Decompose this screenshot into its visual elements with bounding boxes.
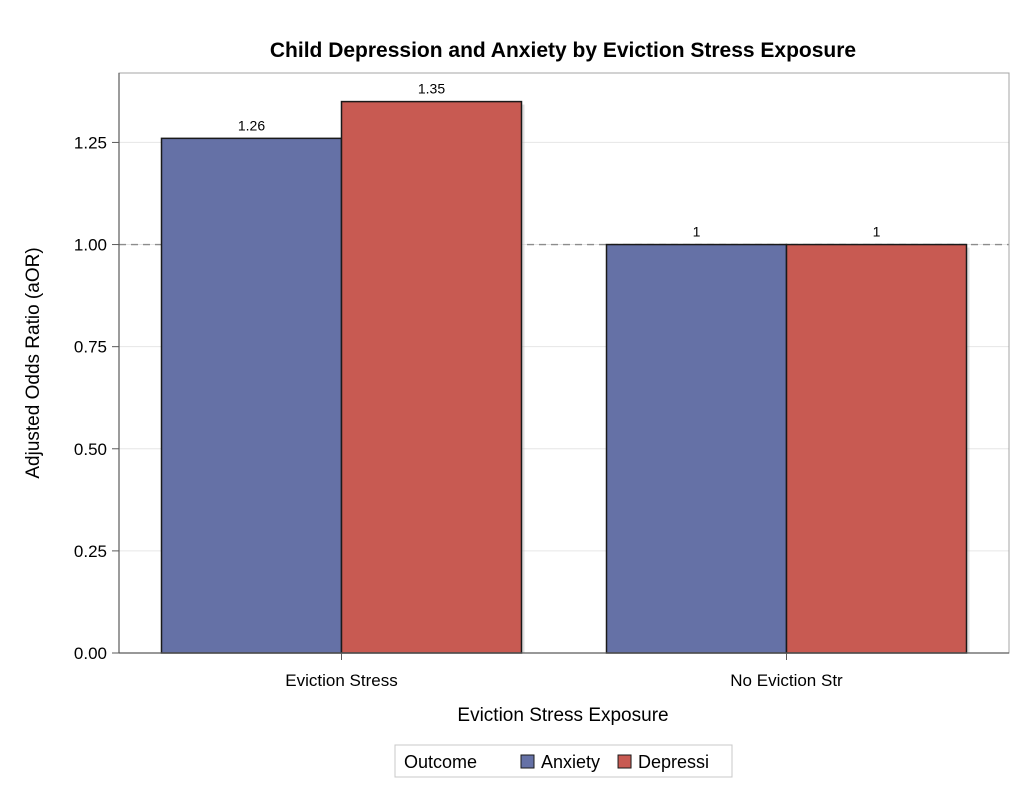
x-axis-title: Eviction Stress Exposure: [457, 705, 668, 726]
data-label: 1.35: [418, 81, 445, 97]
y-tick-label: 0.00: [74, 644, 107, 663]
data-label: 1.26: [238, 117, 265, 133]
legend-title: Outcome: [404, 752, 477, 772]
bar-depressi: [785, 243, 968, 654]
x-tick-label: No Eviction Str: [730, 671, 843, 690]
y-tick-label: 0.75: [74, 338, 107, 357]
bar-depressi: [340, 100, 523, 654]
y-tick-label: 1.00: [74, 236, 107, 255]
y-axis: 0.00 0.25 0.50 0.75 1.00 1.25: [74, 73, 120, 663]
y-tick-label: 0.25: [74, 542, 107, 561]
y-axis-title: Adjusted Odds Ratio (aOR): [23, 247, 44, 478]
bars: [160, 100, 970, 654]
bar-anxiety: [605, 243, 788, 654]
y-tick-label: 1.25: [74, 133, 107, 152]
legend-swatch-anxiety: [520, 754, 535, 769]
data-label: 1: [693, 224, 701, 240]
data-labels: 1.26 1.35 1 1: [238, 81, 881, 240]
data-label: 1: [873, 224, 881, 240]
x-axis: Eviction Stress No Eviction Str: [119, 652, 1009, 690]
y-tick-label: 0.50: [74, 440, 107, 459]
legend-label-depressi: Depressi: [638, 752, 709, 772]
legend: Outcome Anxiety Depressi: [394, 744, 733, 778]
chart-title: Child Depression and Anxiety by Eviction…: [270, 39, 856, 62]
legend-swatch-depressi: [617, 754, 632, 769]
x-tick-label: Eviction Stress: [285, 671, 397, 690]
legend-label-anxiety: Anxiety: [541, 752, 600, 772]
bar-anxiety: [160, 137, 343, 654]
legend-box: [394, 744, 733, 778]
